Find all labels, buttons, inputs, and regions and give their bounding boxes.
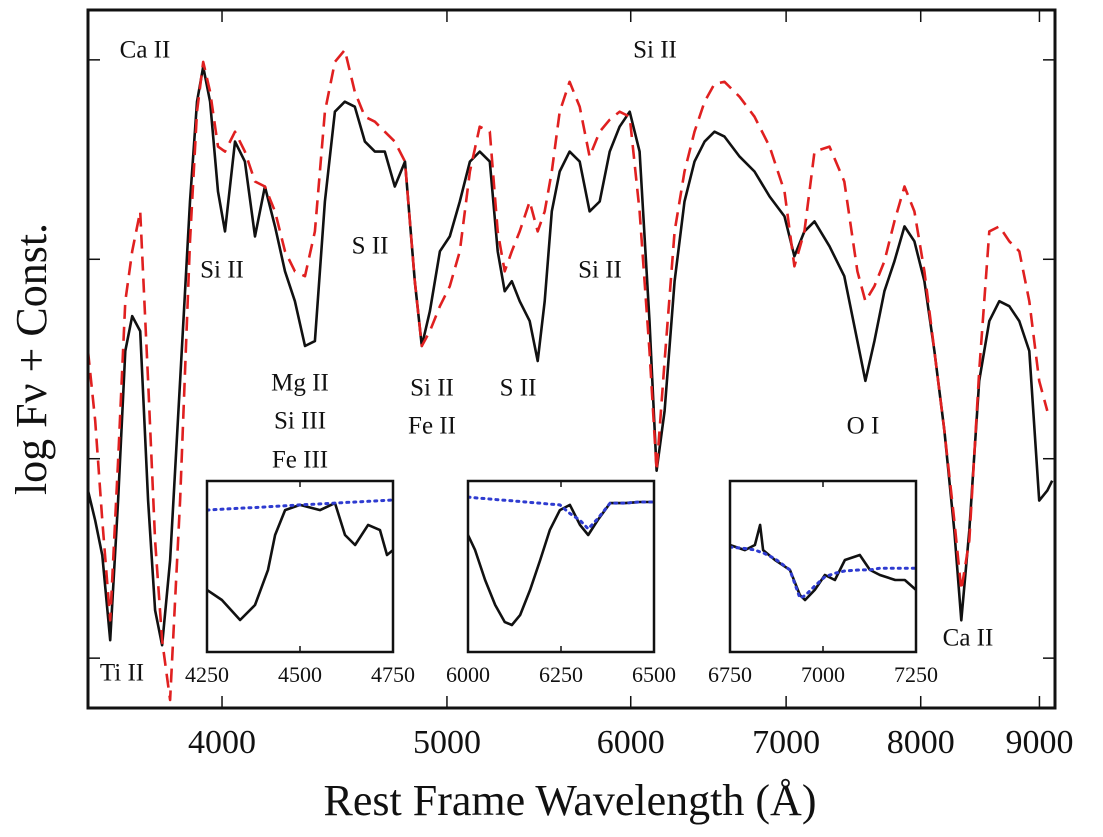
inset-frame: [728, 479, 918, 654]
x-tick-label: 4250: [185, 662, 229, 687]
line-annotation: S II: [352, 233, 389, 260]
spectrum-line: [207, 498, 393, 512]
inset-frame: [205, 479, 395, 654]
x-axis-title: Rest Frame Wavelength (Å): [324, 776, 817, 825]
spectrum-line: [88, 65, 1054, 647]
x-tick-label: 9000: [1005, 724, 1073, 761]
line-annotation: S II: [500, 375, 537, 402]
line-annotation: O I: [847, 413, 880, 440]
line-annotation: Si II: [200, 257, 244, 284]
x-tick-label: 4500: [278, 662, 322, 687]
line-annotation: Ca II: [120, 37, 171, 64]
x-tick-label: 7000: [801, 662, 845, 687]
x-tick-label: 6250: [539, 662, 583, 687]
spectrum-line: [468, 495, 654, 531]
x-tick-label: 7000: [752, 724, 820, 761]
x-tick-label: 4750: [371, 662, 415, 687]
x-tick-label: 6750: [708, 662, 752, 687]
x-tick-label: 5000: [413, 724, 481, 761]
inset-frame: [466, 479, 656, 654]
x-tick-label: 8000: [887, 724, 955, 761]
line-annotation: Si II: [410, 375, 454, 402]
line-annotation: Mg II: [271, 370, 329, 397]
x-tick-label: 7250: [894, 662, 938, 687]
line-annotation: Ca II: [943, 625, 994, 652]
y-axis-title: log Fν + Const.: [7, 223, 56, 495]
x-tick-label: 6000: [597, 724, 665, 761]
line-annotation: Fe III: [272, 447, 328, 474]
x-tick-label: 6500: [632, 662, 676, 687]
spectrum-line: [207, 501, 393, 622]
plot-frame: [86, 8, 1057, 710]
x-tick-label: 4000: [188, 724, 256, 761]
spectrum-line: [730, 523, 916, 602]
line-annotation: Si II: [578, 257, 622, 284]
inset-background: [730, 481, 916, 652]
x-tick-label: 6000: [446, 662, 490, 687]
spectrum-line: [88, 48, 1049, 702]
line-annotation: Fe II: [408, 413, 456, 440]
line-annotation: Ti II: [100, 660, 144, 687]
inset-background: [207, 481, 393, 652]
spectrum-line: [730, 545, 916, 600]
line-annotation: Si III: [274, 408, 326, 435]
line-annotation: Si II: [633, 37, 677, 64]
